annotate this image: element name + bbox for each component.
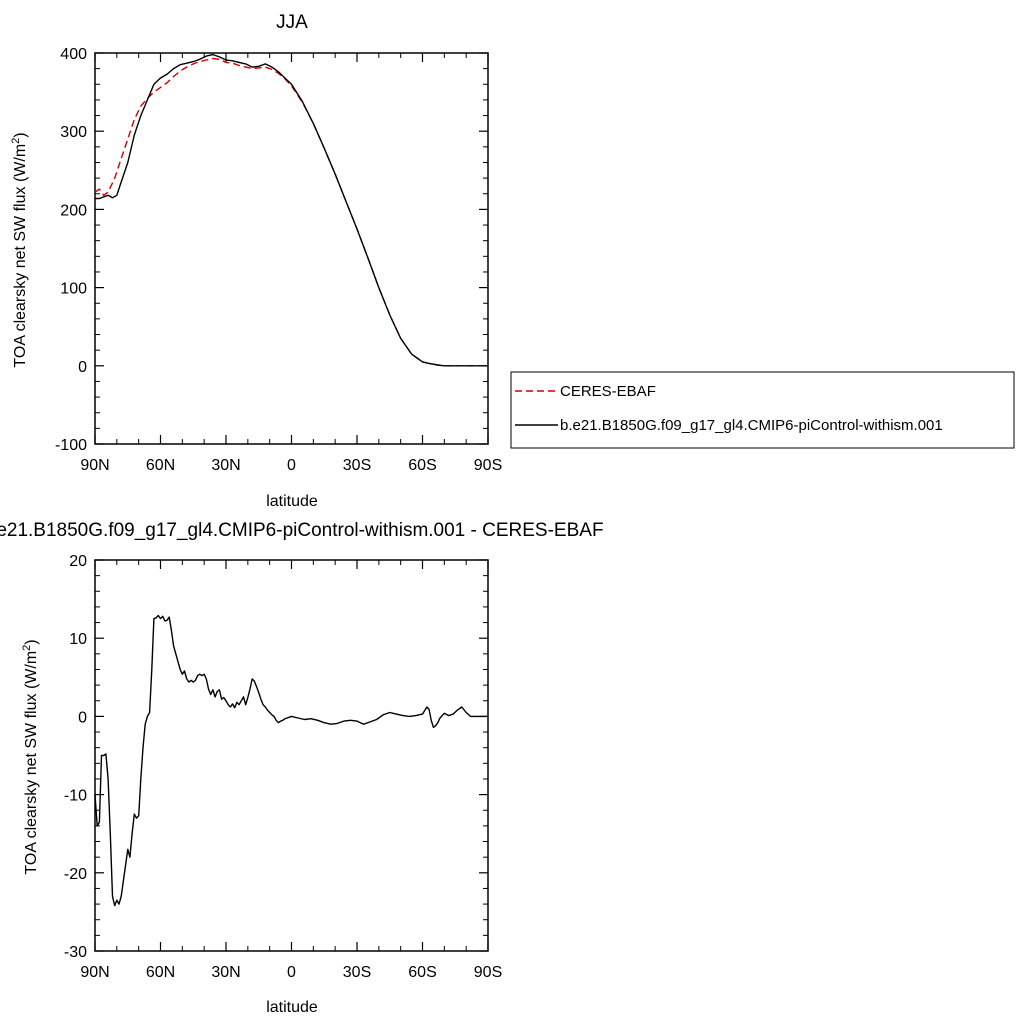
top-series-line-0 (94, 57, 488, 367)
top-x-tick-label: 0 (287, 457, 296, 474)
top-x-axis-label: latitude (266, 493, 318, 510)
bottom-x-tick-label: 30N (211, 964, 240, 981)
bottom-y-tick-label: 0 (78, 709, 87, 726)
top-y-tick-label: 200 (60, 202, 87, 219)
top-y-tick-label: 400 (60, 46, 87, 63)
top-x-tick-label: 90S (474, 457, 502, 474)
bottom-x-tick-label: 30S (343, 964, 371, 981)
bottom-x-tick-label: 60S (408, 964, 436, 981)
legend-label-ceres: CERES-EBAF (560, 383, 656, 400)
bottom-x-tick-label: 90N (80, 964, 109, 981)
top-y-tick-label: -100 (55, 437, 87, 454)
top-y-tick-label: 0 (78, 359, 87, 376)
bottom-y-tick-label: -10 (64, 788, 87, 805)
legend: CERES-EBAF b.e21.B1850G.f09_g17_gl4.CMIP… (510, 371, 1015, 449)
top-x-tick-label: 90N (80, 457, 109, 474)
bottom-y-axis-label: TOA clearsky net SW flux (W/m2) (21, 639, 40, 874)
top-x-tick-label: 60N (146, 457, 175, 474)
bottom-y-tick-label: -20 (64, 866, 87, 883)
top-x-tick-label: 30N (211, 457, 240, 474)
top-y-axis-label: TOA clearsky net SW flux (W/m2) (10, 132, 29, 367)
legend-label-model: b.e21.B1850G.f09_g17_gl4.CMIP6-piControl… (560, 417, 943, 434)
bottom-y-tick-label: 10 (69, 631, 87, 648)
bottom-y-tick-label: -30 (64, 944, 87, 961)
top-series-lines (94, 53, 488, 367)
legend-box (510, 371, 1015, 449)
bottom-axis-ticks: 90N 60N 30N 0 30S 60S 90S -30 -20 -10 0 10 20 (64, 553, 502, 981)
top-x-tick-label: 30S (343, 457, 371, 474)
bottom-x-axis-label: latitude (266, 999, 318, 1016)
bottom-panel: b.e21.B1850G.f09_g17_gl4.CMIP6-piControl… (0, 520, 604, 1016)
bottom-series-lines (94, 614, 488, 907)
top-x-tick-label: 60S (408, 457, 436, 474)
top-series-line-1 (95, 53, 488, 367)
top-axis-ticks: 90N 60N 30N 0 30S 60S 90S -100 0 100 200 300 400 (55, 46, 502, 474)
top-chart-title: JJA (276, 12, 308, 33)
bottom-y-tick-label: 20 (69, 553, 87, 570)
bottom-series-line-0 (94, 614, 488, 907)
bottom-x-tick-label: 90S (474, 964, 502, 981)
top-panel: JJA 90N 60N 30N 0 30S 60S 90S -100 0 100 200 300 400… (10, 12, 502, 510)
top-plot-frame (94, 52, 489, 445)
bottom-x-tick-label: 0 (287, 964, 296, 981)
bottom-chart-title: b.e21.B1850G.f09_g17_gl4.CMIP6-piControl… (0, 520, 604, 541)
top-y-tick-label: 100 (60, 281, 87, 298)
top-y-tick-label: 300 (60, 124, 87, 141)
bottom-x-tick-label: 60N (146, 964, 175, 981)
